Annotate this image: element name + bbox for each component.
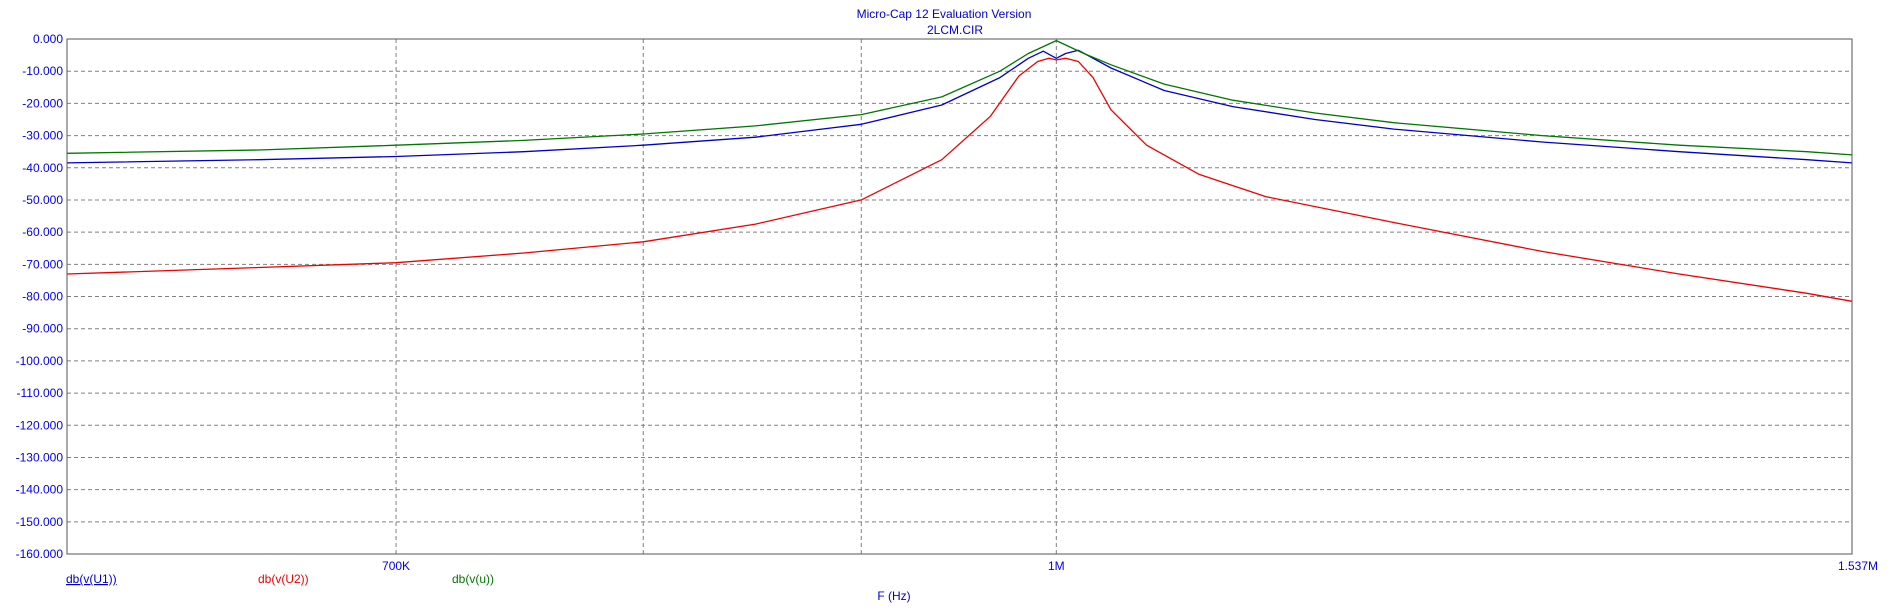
y-tick-label: -130.000 [16, 450, 64, 464]
legend-entry: db(v(u)) [452, 572, 494, 586]
y-tick-label: -120.000 [16, 418, 64, 432]
y-tick-label: -10.000 [22, 64, 63, 78]
series-line-2 [66, 39, 1853, 156]
x-axis-ticks: 700K 1M 1.537M [382, 559, 1878, 573]
y-tick-label: -80.000 [22, 290, 63, 304]
y-tick-label: -140.000 [16, 483, 64, 497]
y-tick-label: -50.000 [22, 193, 63, 207]
y-tick-label: -160.000 [16, 547, 64, 561]
legend-entry: db(v(U2)) [258, 572, 309, 586]
y-tick-label: -100.000 [16, 354, 64, 368]
y-axis-ticks: 0.000 -10.000 -20.000 -30.000 -40.000 -50.000… [16, 32, 64, 561]
chart-title: Micro-Cap 12 Evaluation Version [857, 7, 1032, 21]
y-tick-label: -150.000 [16, 515, 64, 529]
plot-frame [66, 38, 1853, 555]
x-tick-label: 700K [382, 559, 410, 573]
chart-subtitle: 2LCM.CIR [927, 23, 983, 37]
y-tick-label: -20.000 [22, 96, 63, 110]
y-tick-label: -30.000 [22, 129, 63, 143]
y-tick-label: -70.000 [22, 257, 63, 271]
series-line-1 [66, 57, 1853, 302]
y-tick-label: -40.000 [22, 161, 63, 175]
x-tick-label: 1M [1048, 559, 1065, 573]
x-tick-label: 1.537M [1838, 559, 1878, 573]
y-tick-label: -60.000 [22, 225, 63, 239]
x-axis-label: F (Hz) [877, 589, 910, 603]
y-tick-label: -90.000 [22, 322, 63, 336]
series-line-0 [66, 49, 1853, 164]
y-tick-label: -110.000 [17, 386, 64, 400]
y-tick-label: 0.000 [33, 32, 63, 46]
legend-entry: db(v(U1)) [66, 572, 117, 586]
series-lines [66, 39, 1853, 302]
legend: db(v(U1)) db(v(U2)) db(v(u)) [66, 572, 494, 586]
grid [67, 38, 1852, 555]
